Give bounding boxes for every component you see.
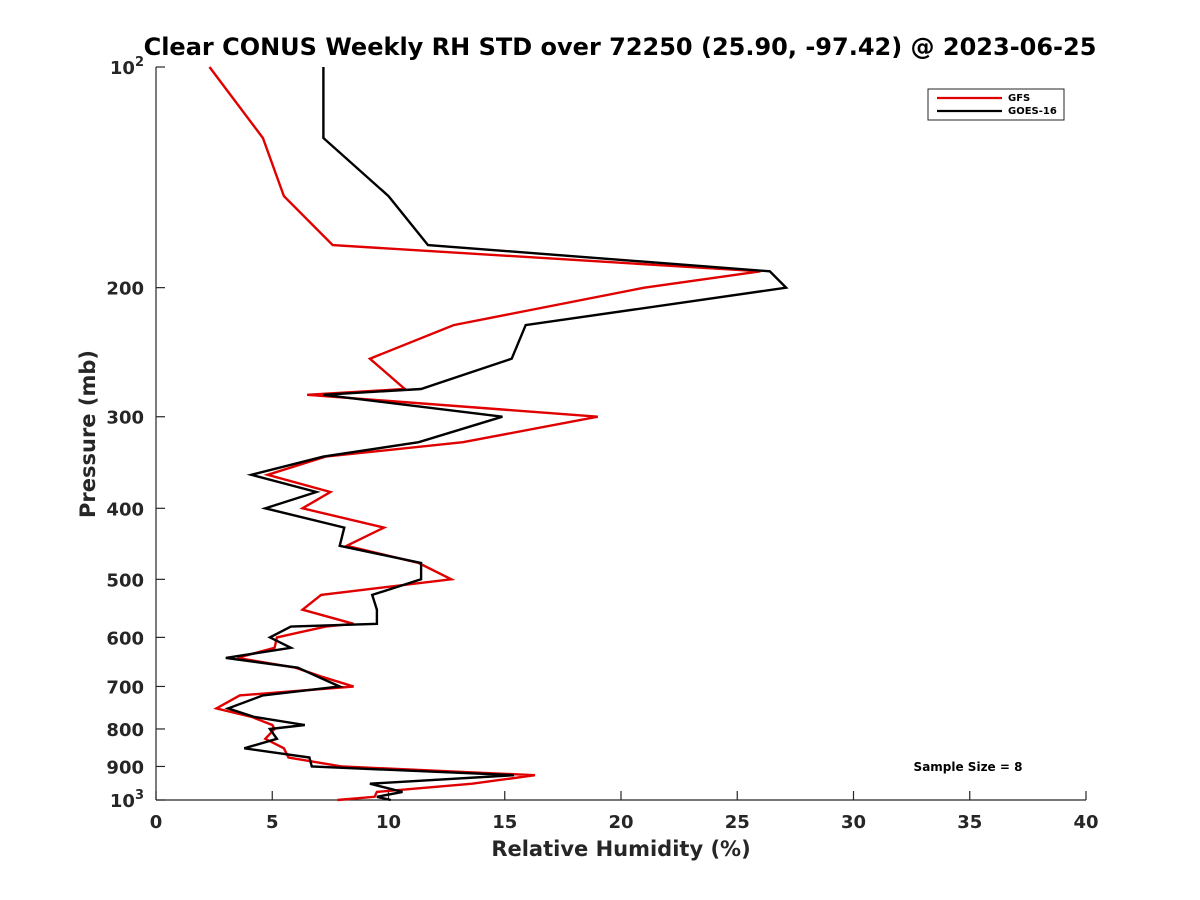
x-tick-label: 15 bbox=[492, 812, 517, 833]
y-tick-label: 500 bbox=[106, 570, 144, 591]
x-tick-label: 40 bbox=[1073, 812, 1098, 833]
sample-size-annotation: Sample Size = 8 bbox=[914, 760, 1023, 774]
x-tick-label: 5 bbox=[266, 812, 279, 833]
legend-label-goes16: GOES-16 bbox=[1008, 106, 1057, 117]
y-tick-label: 700 bbox=[106, 677, 144, 698]
x-tick-label: 30 bbox=[841, 812, 866, 833]
x-tick-label: 10 bbox=[376, 812, 401, 833]
x-tick-label: 20 bbox=[608, 812, 633, 833]
chart-title: Clear CONUS Weekly RH STD over 72250 (25… bbox=[144, 33, 1097, 61]
y-tick-label: 103 bbox=[110, 788, 144, 812]
data-series bbox=[208, 66, 789, 802]
x-axis-ticks: 0 5 10 15 20 25 30 35 40 bbox=[150, 791, 1099, 833]
y-tick-label: 900 bbox=[106, 757, 144, 778]
y-tick-label: 400 bbox=[106, 499, 144, 520]
y-tick-label: 300 bbox=[106, 408, 144, 429]
series-line-gfs bbox=[208, 66, 761, 802]
series-line-goes16 bbox=[224, 67, 789, 802]
legend-label-gfs: GFS bbox=[1008, 93, 1030, 104]
y-axis-label: Pressure (mb) bbox=[76, 350, 100, 518]
y-tick-label: 102 bbox=[110, 55, 144, 79]
legend[interactable]: GFS GOES-16 bbox=[927, 88, 1065, 121]
x-tick-label: 0 bbox=[150, 812, 163, 833]
y-axis-ticks: 102 200 300 400 500 600 700 800 900 103 bbox=[106, 55, 165, 812]
x-tick-label: 25 bbox=[725, 812, 750, 833]
y-tick-label: 600 bbox=[106, 628, 144, 649]
x-axis-label: Relative Humidity (%) bbox=[491, 837, 750, 861]
y-tick-label: 800 bbox=[106, 720, 144, 741]
x-tick-label: 35 bbox=[957, 812, 982, 833]
legend-box bbox=[927, 88, 1065, 121]
y-tick-label: 200 bbox=[106, 279, 144, 300]
